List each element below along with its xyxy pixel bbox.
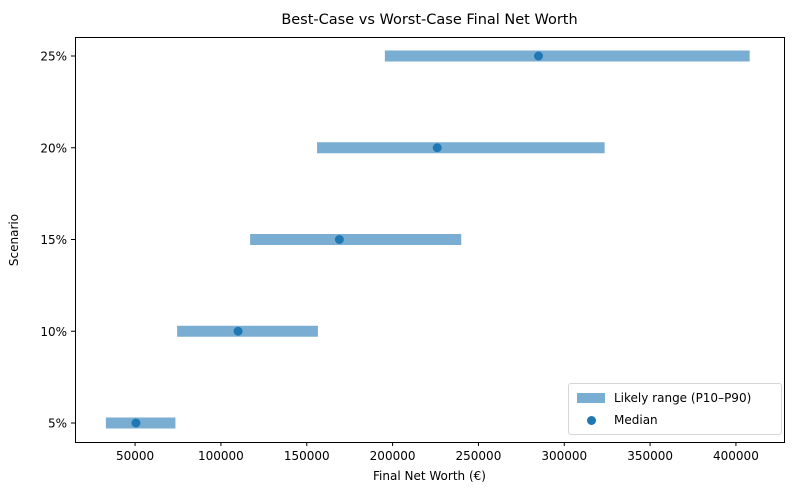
x-tick-label: 100000 [198,449,244,463]
median-point [334,235,344,244]
range-bar [177,325,318,337]
median-points [131,51,544,428]
y-axis-label: Scenario [7,213,21,267]
range-swatch-icon [577,393,605,403]
x-axis-label: Final Net Worth (€) [373,469,486,483]
legend-item-median: Median [577,413,658,427]
median-point [131,418,141,428]
plot-frame [75,37,785,443]
x-tick-label: 300000 [541,449,587,463]
range-bar [105,417,176,429]
x-tick-label: 350000 [627,449,673,463]
range-bar [250,234,462,245]
median-point [432,143,442,153]
x-tick-label: 400000 [713,449,759,463]
x-axis-ticks: 50000 100000 150000 200000 250000 300000 35000… [116,442,759,463]
median-dot-icon [586,415,596,425]
x-tick-label: 200000 [370,449,416,463]
x-tick-label: 250000 [456,449,502,463]
y-tick-label: 20% [40,141,67,155]
legend-label-range: Likely range (P10–P90) [614,391,752,405]
range-bar [384,50,750,62]
y-tick-label: 15% [40,233,67,247]
y-tick-label: 5% [48,417,67,431]
y-tick-label: 25% [40,50,67,64]
legend-label-median: Median [614,413,658,427]
range-bar [317,142,605,154]
legend-item-range: Likely range (P10–P90) [577,391,751,405]
legend: Likely range (P10–P90) Median [568,383,782,435]
y-tick-label: 10% [40,325,67,339]
median-point [233,326,243,336]
median-point [534,51,544,61]
x-tick-label: 50000 [116,449,154,463]
x-tick-label: 150000 [284,449,330,463]
range-bars [105,50,750,429]
y-axis-ticks: 5% 10% 15% 20% 25% [40,50,75,431]
chart-title: Best-Case vs Worst-Case Final Net Worth [281,12,578,28]
